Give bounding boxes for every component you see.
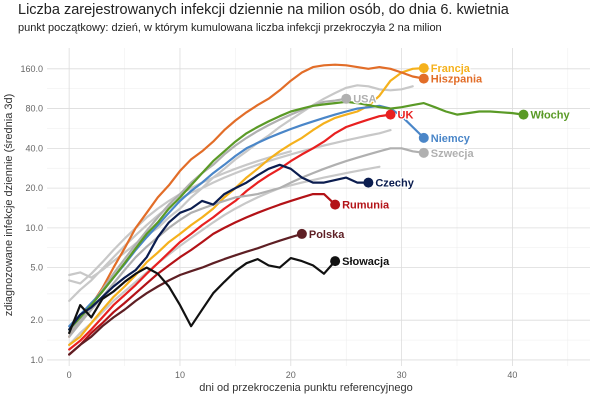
series-end-points (296, 63, 529, 267)
background-line-1 (68, 84, 414, 279)
end-point-usa (341, 93, 352, 104)
grid (47, 48, 590, 366)
series-line-usa (68, 97, 348, 335)
x-tick-label: 0 (67, 370, 72, 380)
series-line-czechy (68, 163, 370, 331)
chart-title: Liczba zarejestrowanych infekcji dzienni… (18, 2, 509, 18)
y-tick-label: 40.0 (25, 143, 43, 153)
x-axis-ticks: 0 10 20 30 40 (67, 370, 518, 380)
series-label-hiszpania: Hiszpania (431, 74, 483, 86)
series-line-polska (68, 232, 303, 356)
series-line-uk (68, 113, 392, 351)
series-label-rumunia: Rumunia (342, 200, 390, 212)
series-label-wlochy: Włochy (531, 110, 571, 122)
y-tick-label: 1.0 (30, 355, 43, 365)
end-point-hiszpania (418, 73, 429, 84)
y-axis-ticks: 1.0 2.0 5.0 10.0 20.0 40.0 80.0 160.0 (20, 64, 43, 365)
series-label-czechy: Czechy (375, 178, 414, 190)
end-point-uk (385, 109, 396, 120)
end-point-slowacja (330, 256, 341, 267)
y-tick-label: 2.0 (30, 315, 43, 325)
x-tick-label: 40 (507, 370, 517, 380)
series-line-szwecja (68, 147, 425, 338)
end-point-czechy (363, 177, 374, 188)
series-label-usa: USA (353, 94, 376, 106)
y-tick-label: 80.0 (25, 104, 43, 114)
highlighted-series-lines (68, 63, 525, 356)
series-label-slowacja: Słowacja (342, 256, 390, 268)
y-tick-label: 160.0 (20, 64, 43, 74)
series-line-hiszpania (68, 63, 425, 338)
end-point-rumunia (330, 199, 341, 210)
y-tick-label: 20.0 (25, 183, 43, 193)
chart-subtitle: punkt początkowy: dzień, w którym kumulo… (18, 22, 442, 34)
background-line-3 (68, 165, 381, 346)
background-line-2 (68, 129, 392, 302)
end-point-polska (296, 228, 307, 239)
series-line-wlochy (68, 100, 525, 331)
series-label-francja: Francja (431, 63, 471, 75)
series-line-slowacja (68, 257, 337, 335)
x-axis-label: dni od przekroczenia punktu referencyjne… (199, 382, 412, 394)
end-point-szwecja (418, 147, 429, 158)
x-tick-label: 20 (286, 370, 296, 380)
x-tick-label: 10 (175, 370, 185, 380)
series-label-szwecja: Szwecja (431, 148, 475, 160)
end-point-niemcy (418, 132, 429, 143)
end-point-francja (418, 63, 429, 74)
series-label-uk: UK (398, 110, 414, 122)
end-point-wlochy (518, 109, 529, 120)
background-series-lines (68, 84, 414, 346)
y-tick-label: 5.0 (30, 263, 43, 273)
series-label-niemcy: Niemcy (431, 133, 471, 145)
y-tick-label: 10.0 (25, 223, 43, 233)
y-axis-label: zdiagnozowane infekcje dziennie (średnia… (3, 94, 15, 317)
series-label-polska: Polska (309, 229, 345, 241)
series-line-rumunia (68, 193, 337, 356)
x-tick-label: 30 (397, 370, 407, 380)
